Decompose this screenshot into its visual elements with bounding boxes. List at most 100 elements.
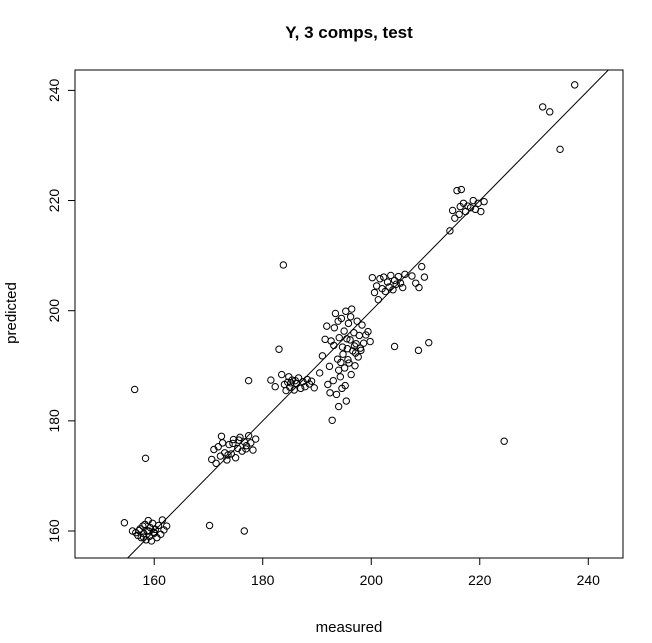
data-point <box>247 439 255 447</box>
data-point <box>412 279 420 287</box>
data-point <box>355 331 364 340</box>
data-point <box>326 389 334 397</box>
data-point <box>350 342 359 350</box>
data-point <box>324 380 332 389</box>
y-axis-label: predicted <box>3 282 20 344</box>
data-point <box>335 333 343 342</box>
data-point <box>396 279 405 287</box>
data-point <box>352 340 360 348</box>
data-point <box>345 359 353 367</box>
data-point <box>120 519 129 527</box>
data-point <box>346 313 355 321</box>
data-point <box>251 435 260 443</box>
data-point <box>224 451 232 459</box>
data-point <box>571 81 579 89</box>
data-point <box>139 533 148 541</box>
data-point <box>353 317 361 325</box>
y-tick-label: 180 <box>46 409 62 433</box>
data-point <box>297 384 305 393</box>
data-point <box>336 373 345 381</box>
data-point <box>418 262 426 271</box>
data-point <box>477 207 485 216</box>
data-point <box>446 227 454 235</box>
data-point <box>342 397 350 405</box>
y-tick-label: 220 <box>46 189 62 213</box>
data-point <box>212 459 220 467</box>
data-point <box>342 307 350 315</box>
data-point <box>364 327 372 336</box>
data-point <box>141 454 150 463</box>
data-point <box>242 445 250 453</box>
data-point <box>347 370 355 379</box>
data-point <box>244 376 253 385</box>
data-point <box>401 270 409 279</box>
data-point <box>158 516 167 524</box>
data-point <box>271 383 279 391</box>
data-point <box>425 338 433 347</box>
data-point <box>334 317 342 325</box>
chart-title: Y, 3 comps, test <box>285 23 413 42</box>
data-point <box>229 435 238 444</box>
data-point <box>162 522 171 530</box>
data-point <box>318 352 327 360</box>
data-point <box>351 362 359 370</box>
data-point <box>480 197 488 206</box>
data-point <box>218 439 227 447</box>
reference-line <box>127 69 609 559</box>
data-point <box>223 456 231 464</box>
data-point <box>231 454 240 462</box>
data-point <box>389 286 397 294</box>
y-tick-label: 240 <box>46 78 62 102</box>
data-point <box>238 447 246 455</box>
data-point <box>325 362 334 371</box>
data-point <box>278 370 286 379</box>
data-point <box>283 378 292 386</box>
data-point <box>451 214 459 222</box>
data-point <box>380 273 388 281</box>
data-point <box>316 369 324 377</box>
x-tick-label: 180 <box>251 572 275 588</box>
data-point <box>408 272 416 280</box>
data-point <box>154 521 163 530</box>
data-point <box>321 335 329 344</box>
data-point <box>474 199 482 207</box>
plot-marks: 160 180 200 220 240 160 180 200 220 240 <box>46 69 609 588</box>
data-point <box>368 273 377 282</box>
data-point <box>285 373 293 381</box>
plot-frame <box>74 69 624 559</box>
data-point <box>208 455 216 464</box>
data-point <box>334 366 343 374</box>
data-point <box>394 272 403 281</box>
data-point <box>290 386 298 394</box>
data-point <box>390 276 399 285</box>
data-point <box>216 452 225 460</box>
data-point <box>330 341 338 350</box>
data-point <box>376 275 384 283</box>
data-point <box>392 280 400 288</box>
data-point <box>383 278 392 286</box>
data-point <box>344 356 352 364</box>
data-point <box>538 103 547 111</box>
data-point <box>358 321 366 329</box>
data-point <box>139 522 147 530</box>
data-point <box>341 381 349 390</box>
data-point <box>214 443 222 451</box>
data-point <box>323 322 331 330</box>
x-tick-label: 220 <box>468 572 492 588</box>
data-point <box>381 287 390 296</box>
data-point <box>420 273 429 281</box>
data-point <box>291 376 299 385</box>
data-point <box>414 346 423 355</box>
data-point <box>307 377 316 385</box>
data-point <box>135 526 143 535</box>
data-point <box>340 327 348 335</box>
data-point <box>310 384 318 392</box>
data-point <box>556 145 564 154</box>
data-point <box>399 283 407 292</box>
data-point <box>249 446 257 454</box>
data-point <box>150 529 158 537</box>
x-tick-label: 200 <box>360 572 384 588</box>
data-point <box>366 337 374 346</box>
data-point <box>466 203 475 212</box>
x-axis-label: measured <box>316 619 383 636</box>
